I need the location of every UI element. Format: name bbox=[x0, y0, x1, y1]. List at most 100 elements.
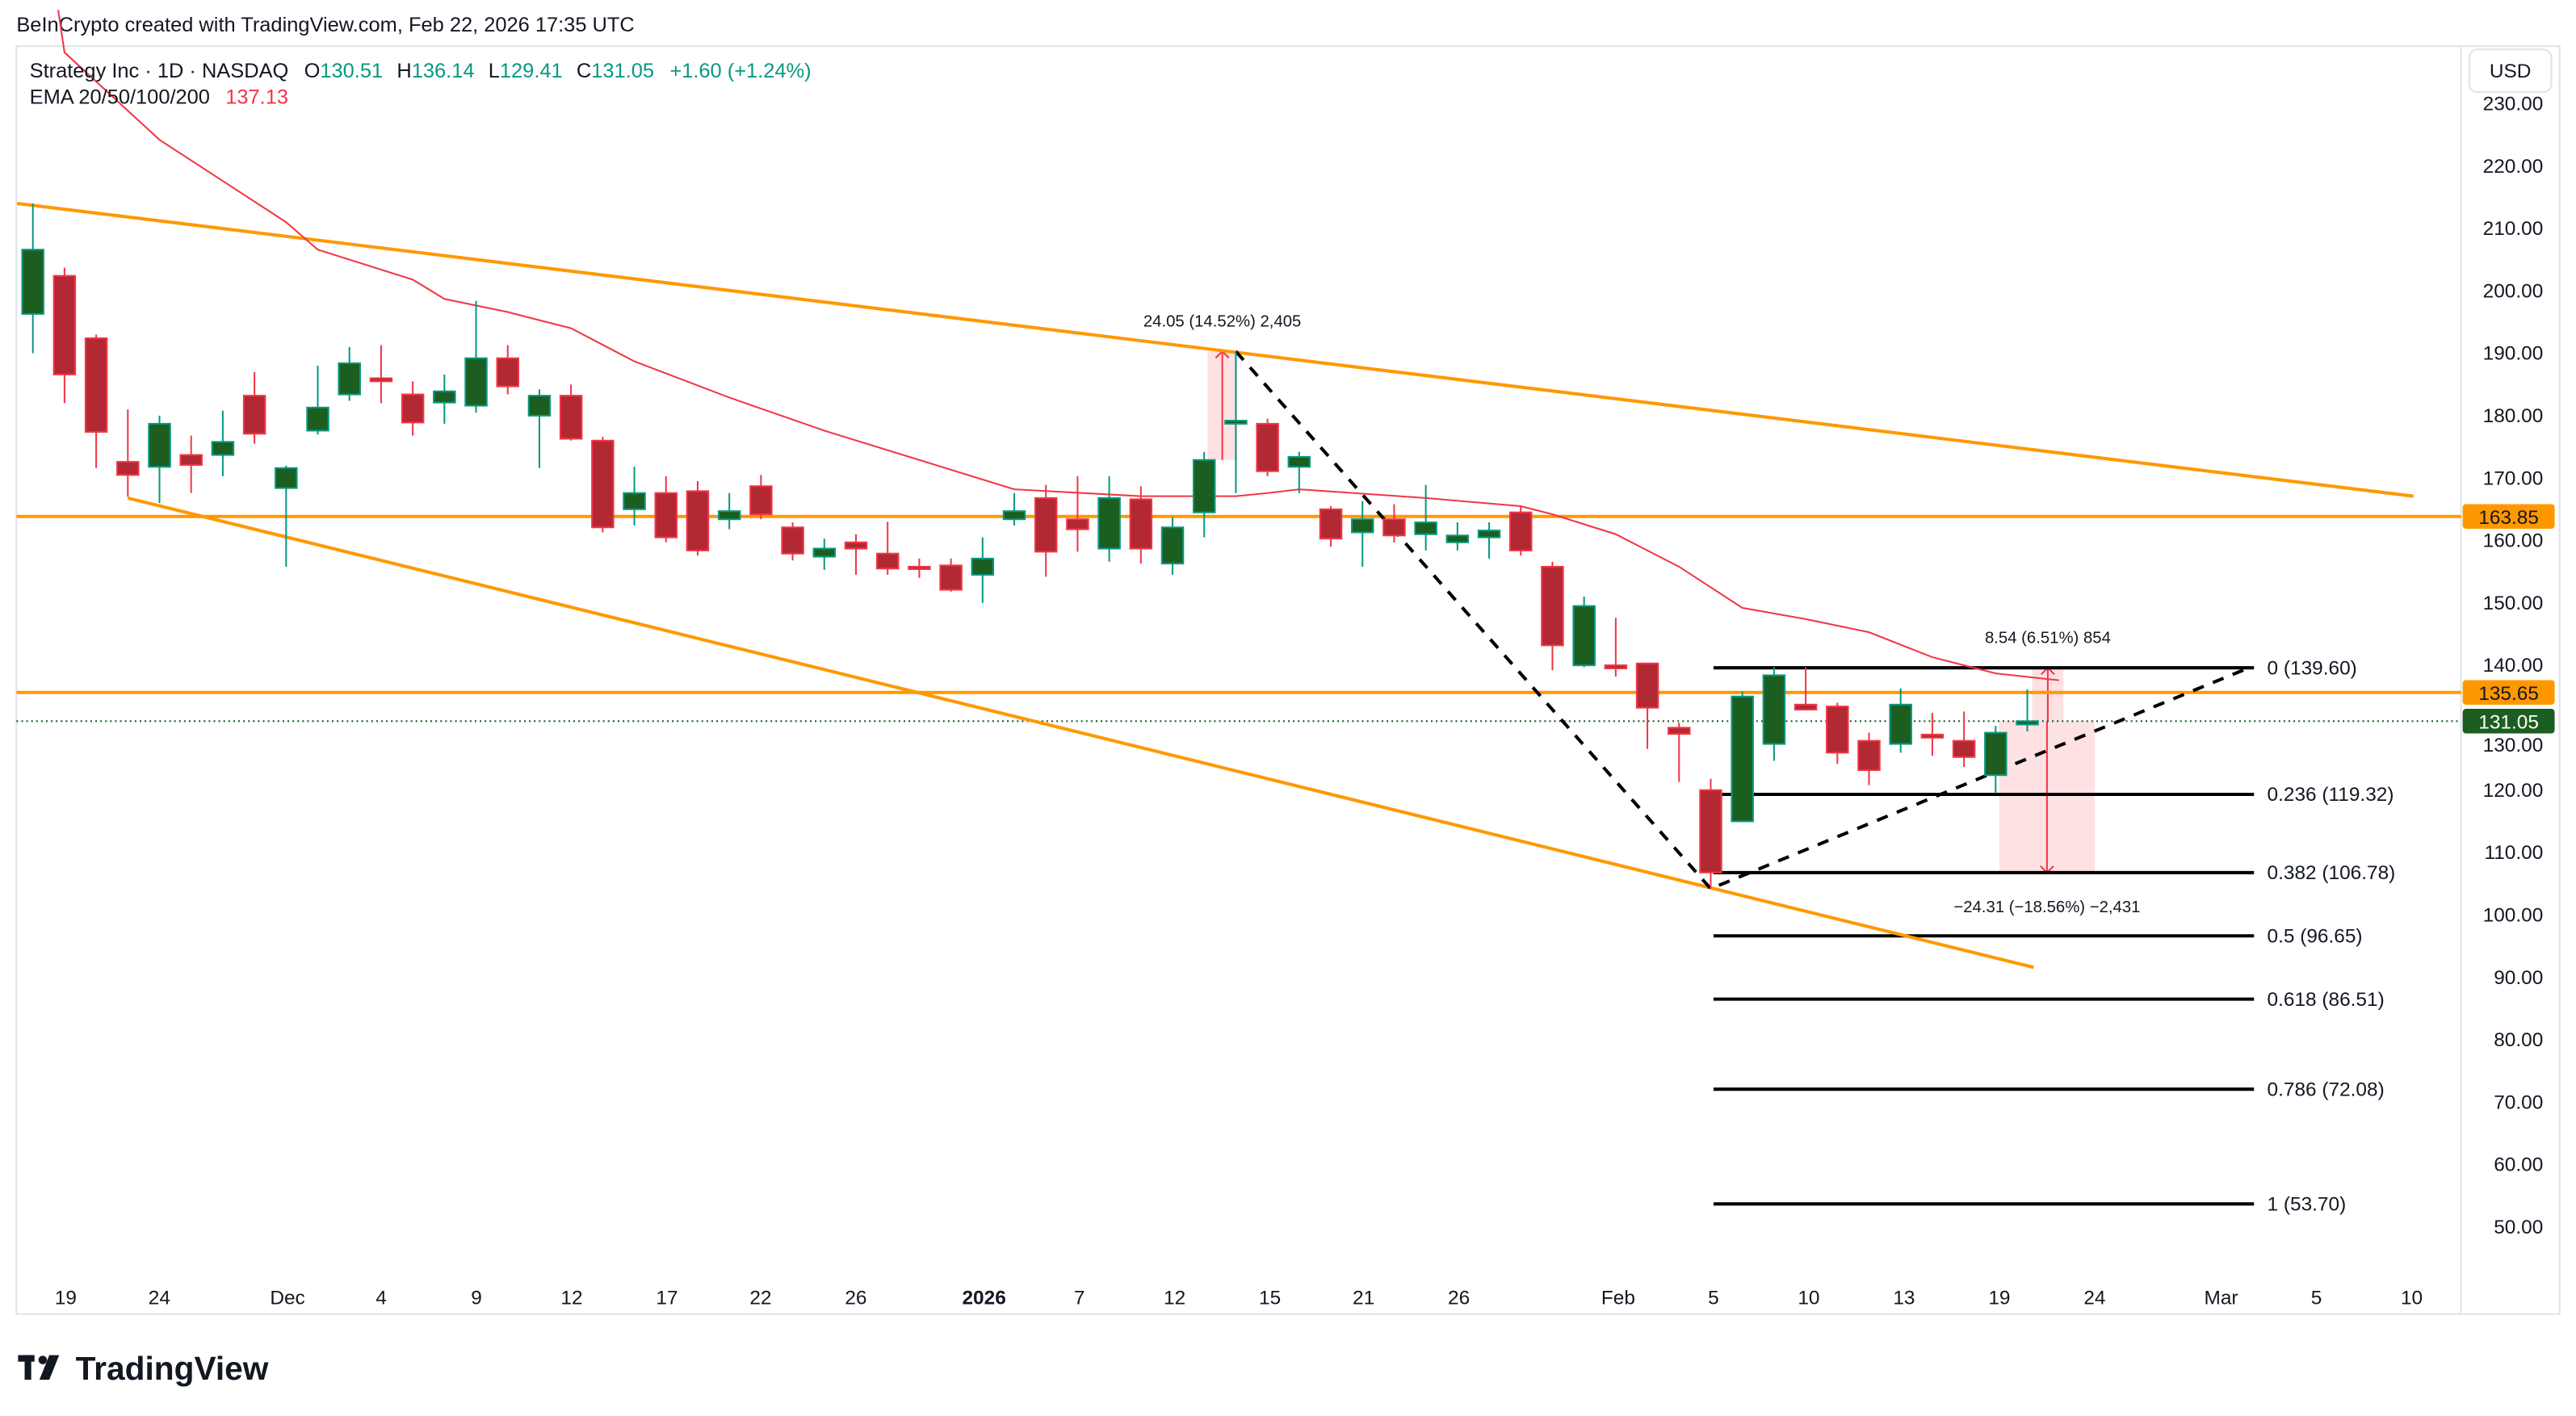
candle-body bbox=[623, 492, 646, 510]
candle bbox=[1984, 726, 2008, 794]
fib-level-label: 0.618 (86.51) bbox=[2268, 989, 2385, 1011]
price-tick-label: 140.00 bbox=[2483, 655, 2544, 677]
price-tick-label: 170.00 bbox=[2483, 467, 2544, 489]
candle bbox=[1952, 711, 1976, 768]
currency-button[interactable]: USD bbox=[2468, 48, 2553, 94]
price-tick-label: 150.00 bbox=[2483, 593, 2544, 614]
date-tick-label: 26 bbox=[1448, 1288, 1470, 1309]
candle-body bbox=[338, 362, 361, 396]
candle bbox=[1857, 732, 1881, 786]
tradingview-logo[interactable]: TradingView bbox=[18, 1350, 269, 1387]
price-axis[interactable]: 50.00 60.00 70.00 80.00 90.00 100.00 110.00 120… bbox=[2483, 93, 2544, 1238]
date-axis[interactable]: 19 24 Dec 4 9 12 17 22 26 2026 7 12 15 21 26 Feb 5 10 13 19… bbox=[55, 1288, 2423, 1309]
candle-body bbox=[1477, 530, 1501, 538]
candle-body bbox=[116, 461, 140, 476]
candle bbox=[433, 374, 456, 424]
candle-body bbox=[1731, 695, 1754, 823]
price-tick-label: 190.00 bbox=[2483, 343, 2544, 365]
candle bbox=[464, 300, 488, 413]
candle bbox=[242, 371, 266, 444]
date-tick-label: 5 bbox=[2311, 1288, 2322, 1309]
candle bbox=[1572, 597, 1596, 668]
candle bbox=[654, 475, 678, 543]
candle bbox=[781, 522, 804, 561]
chart-pane[interactable] bbox=[15, 45, 2561, 1315]
candle-body bbox=[275, 467, 298, 489]
price-tick-label: 100.00 bbox=[2483, 904, 2544, 926]
candle-body bbox=[1826, 706, 1849, 754]
candle-body bbox=[1034, 496, 1058, 553]
candle-body bbox=[527, 395, 552, 417]
svg-text:EMA 20/50/100/200 137.13: EMA 20/50/100/200 137.13 bbox=[30, 86, 288, 108]
candle-body bbox=[1635, 662, 1659, 709]
candle-body bbox=[559, 395, 583, 440]
candle-body bbox=[812, 547, 837, 558]
candle-body bbox=[971, 557, 995, 576]
price-tick-label: 210.00 bbox=[2483, 218, 2544, 240]
svg-text:Strategy Inc · 1D · NASDAQ: Strategy Inc · 1D · NASDAQ O130.51 H136.… bbox=[30, 60, 812, 82]
candle bbox=[1382, 504, 1406, 543]
open-value: 130.51 bbox=[320, 60, 383, 82]
candle bbox=[1604, 618, 1628, 677]
candle-body bbox=[1762, 674, 1786, 745]
level-price-badge bbox=[2462, 504, 2555, 529]
candle bbox=[844, 534, 868, 576]
price-tick-label: 200.00 bbox=[2483, 280, 2544, 302]
candle-body bbox=[781, 526, 804, 555]
drawings-layer: 24.05 (14.52%) 2,405 8.54 (6.51%) 854 −24.… bbox=[16, 10, 2461, 1215]
level-price-badge bbox=[2462, 680, 2555, 705]
candle-body bbox=[749, 485, 773, 516]
candle-body bbox=[1351, 518, 1374, 534]
price-tick-label: 80.00 bbox=[2494, 1029, 2543, 1051]
candle bbox=[1160, 517, 1185, 576]
last-price-badge bbox=[2462, 709, 2555, 734]
price-tick-label: 180.00 bbox=[2483, 405, 2544, 427]
date-tick-label: 26 bbox=[845, 1288, 866, 1309]
open-label: O bbox=[304, 60, 321, 82]
candle bbox=[1351, 501, 1374, 567]
candle-body bbox=[1445, 534, 1470, 543]
candle bbox=[1731, 691, 1754, 823]
candle bbox=[717, 492, 741, 530]
candle bbox=[84, 334, 108, 468]
candle bbox=[591, 437, 615, 533]
candle-body bbox=[908, 565, 931, 571]
tradingview-logo-text: TradingView bbox=[76, 1350, 269, 1387]
date-tick-label: Feb bbox=[1601, 1288, 1635, 1309]
candle bbox=[1699, 778, 1722, 889]
candle-body bbox=[1224, 420, 1248, 425]
candle-body bbox=[1952, 739, 1976, 758]
candle bbox=[496, 345, 519, 395]
candle-body bbox=[1256, 422, 1279, 472]
candle bbox=[527, 389, 552, 468]
ema-value: 137.13 bbox=[225, 86, 288, 108]
high-label: H bbox=[396, 60, 411, 82]
candle-body bbox=[1002, 510, 1026, 521]
currency-label: USD bbox=[2490, 61, 2532, 82]
price-tick-label: 90.00 bbox=[2494, 967, 2543, 989]
candle-body bbox=[369, 377, 393, 383]
low-label: L bbox=[489, 60, 500, 82]
fib-level-label: 0.786 (72.08) bbox=[2268, 1079, 2385, 1100]
date-tick-label: 17 bbox=[656, 1288, 678, 1309]
candle-body bbox=[1509, 511, 1533, 551]
candle bbox=[908, 558, 931, 578]
ema-label[interactable]: EMA 20/50/100/200 bbox=[30, 86, 210, 108]
candle bbox=[1319, 505, 1343, 547]
candle bbox=[1826, 702, 1849, 765]
date-tick-label: 12 bbox=[560, 1288, 582, 1309]
price-tick-label: 110.00 bbox=[2484, 842, 2543, 864]
symbol-title[interactable]: Strategy Inc · 1D · NASDAQ bbox=[30, 60, 289, 82]
candle-body bbox=[401, 393, 425, 424]
high-value: 136.14 bbox=[412, 60, 475, 82]
candle bbox=[1224, 351, 1248, 493]
price-tick-label: 160.00 bbox=[2483, 530, 2544, 552]
date-tick-label: 4 bbox=[375, 1288, 387, 1309]
candle-body bbox=[939, 564, 963, 591]
candle bbox=[1509, 505, 1533, 556]
candle bbox=[971, 537, 995, 603]
candle-body bbox=[52, 274, 77, 375]
fib-level-label: 0 (139.60) bbox=[2268, 657, 2357, 679]
candle-body bbox=[1160, 526, 1185, 565]
